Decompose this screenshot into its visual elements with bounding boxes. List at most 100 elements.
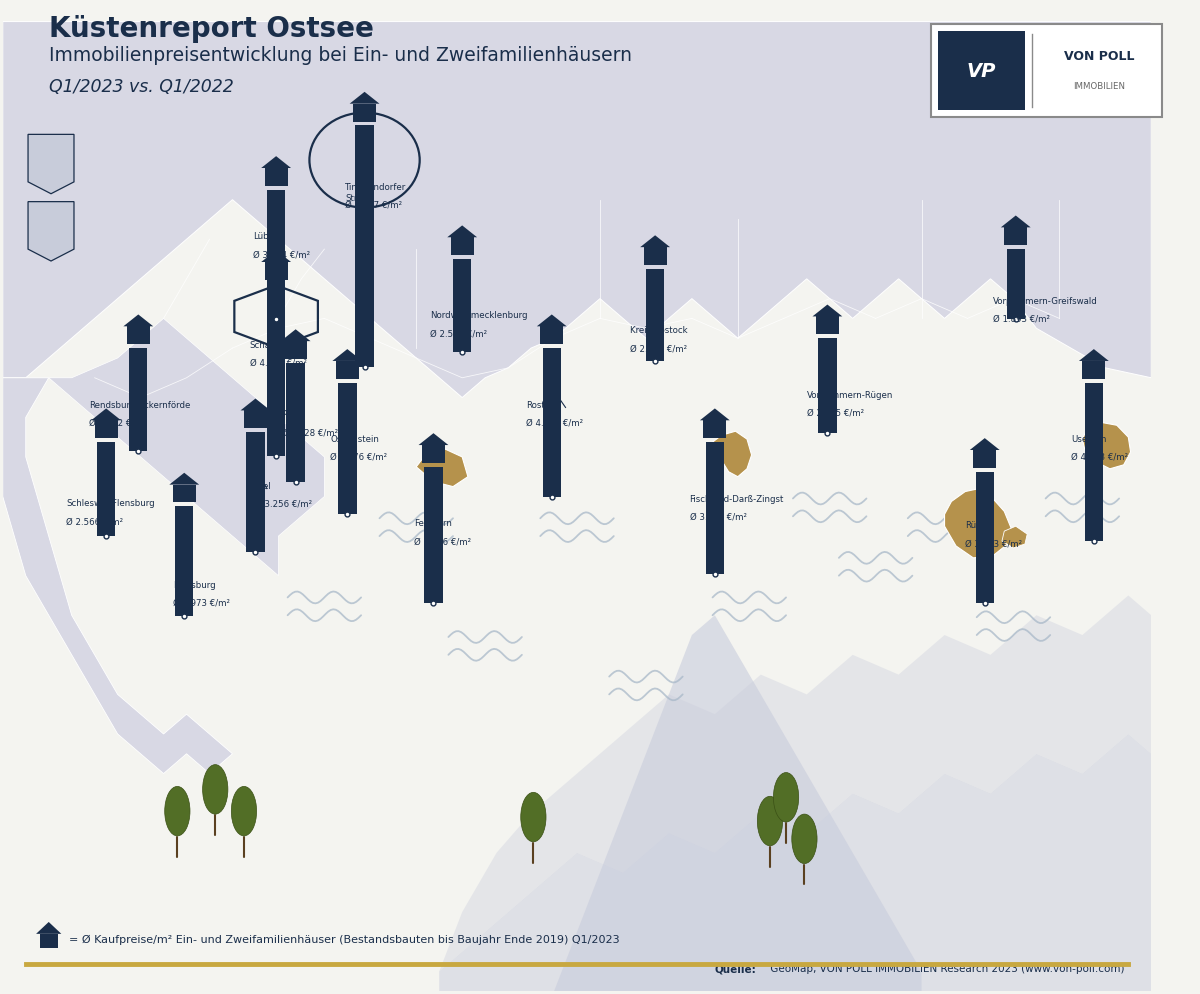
Bar [816,317,839,335]
Text: Nordwestmecklenburg: Nordwestmecklenburg [430,311,528,320]
Polygon shape [332,350,362,362]
Bar [976,472,994,603]
Bar [353,104,376,122]
Text: Quelle:: Quelle: [715,963,756,973]
Text: Timmendorfer
Strand: Timmendorfer Strand [346,183,407,203]
Bar [706,442,724,574]
Polygon shape [439,735,1151,991]
Text: Fehmarn: Fehmarn [414,519,452,528]
Text: Ø 4.053 €/m²: Ø 4.053 €/m² [527,417,583,426]
Text: Usedom: Usedom [1070,434,1106,443]
Bar [40,934,58,947]
Bar [973,450,996,468]
Polygon shape [2,379,233,773]
Bar [127,327,150,345]
Text: Rendsburg-Eckernförde: Rendsburg-Eckernförde [89,401,191,410]
Bar [95,420,118,438]
Ellipse shape [164,786,190,836]
Ellipse shape [774,772,799,822]
Bar [703,420,726,438]
Polygon shape [448,227,478,238]
Text: Ø 6.567 €/m²: Ø 6.567 €/m² [346,201,402,210]
Polygon shape [169,473,199,485]
Ellipse shape [792,814,817,864]
Polygon shape [536,315,566,327]
Text: Ø 2.585 €/m²: Ø 2.585 €/m² [806,409,864,417]
Polygon shape [281,330,311,342]
Bar [818,339,836,433]
Text: Fischland-Darß-Zingst: Fischland-Darß-Zingst [690,494,784,503]
Text: Ø 3.228 €/m²: Ø 3.228 €/m² [281,427,338,436]
Bar [266,284,286,456]
Polygon shape [970,438,1000,450]
Text: Küstenreport Ostsee: Küstenreport Ostsee [49,15,373,43]
Text: Plön: Plön [281,410,299,419]
Bar [542,349,560,498]
Text: Q1/2023 vs. Q1/2022: Q1/2023 vs. Q1/2022 [49,78,234,95]
Text: Ostholstein: Ostholstein [330,434,379,443]
Text: Lübeck: Lübeck [253,232,284,242]
Bar [422,445,445,463]
Bar [355,126,373,368]
Bar [175,507,193,616]
Bar [173,485,196,503]
Bar [452,259,472,352]
Text: Ø 1.893 €/m²: Ø 1.893 €/m² [992,314,1050,323]
Polygon shape [439,595,1151,971]
Text: Scharbeutz: Scharbeutz [250,341,299,350]
Polygon shape [640,236,670,248]
Polygon shape [2,23,1151,399]
Text: Rügen: Rügen [965,521,992,530]
Polygon shape [349,92,379,104]
Bar [284,342,307,360]
Polygon shape [1082,422,1130,469]
Text: Vorpommern-Greifswald: Vorpommern-Greifswald [992,296,1098,305]
Text: = Ø Kaufpreise/m² Ein- und Zweifamilienhäuser (Bestandsbauten bis Baujahr Ende 2: = Ø Kaufpreise/m² Ein- und Zweifamilienh… [70,933,620,944]
Text: Kreis Rostock: Kreis Rostock [630,326,688,335]
Bar [643,248,667,265]
Bar [336,362,359,380]
Polygon shape [36,922,61,934]
Bar [265,262,288,280]
Ellipse shape [203,764,228,814]
Bar [287,364,305,482]
Text: VON POLL: VON POLL [1064,50,1134,63]
Bar [1004,229,1027,246]
Polygon shape [28,135,74,195]
Ellipse shape [757,796,782,846]
Text: Ø 3.716 €/m²: Ø 3.716 €/m² [414,537,472,546]
Bar [425,467,443,603]
Polygon shape [91,409,121,420]
Bar [540,327,563,345]
Polygon shape [812,305,842,317]
Bar [266,191,286,319]
Polygon shape [49,319,324,577]
Text: VP: VP [967,62,996,82]
Bar [1085,384,1103,542]
Polygon shape [1001,217,1031,229]
Bar [451,238,474,255]
Text: Rostock: Rostock [527,401,560,410]
Text: Ø 4.689 €/m²: Ø 4.689 €/m² [250,359,307,368]
Polygon shape [262,157,292,169]
Bar [338,384,356,515]
Text: Ø 2.973 €/m²: Ø 2.973 €/m² [173,597,229,606]
Bar [244,411,266,428]
Bar [130,349,148,452]
Text: Vorpommern-Rügen: Vorpommern-Rügen [806,391,893,400]
Polygon shape [700,409,730,420]
Polygon shape [713,431,751,477]
Bar [646,269,665,362]
Bar [246,432,265,553]
Text: Ø 3.579 €/m²: Ø 3.579 €/m² [690,512,746,521]
Bar [938,32,1025,111]
Text: Ø 2.566 €/m²: Ø 2.566 €/m² [66,517,124,526]
Polygon shape [1002,527,1027,549]
Text: Ø 3.504 €/m²: Ø 3.504 €/m² [253,249,311,258]
Bar [97,442,115,537]
Bar [265,169,288,187]
Text: Kiel: Kiel [256,481,271,490]
Text: Ø 4.303 €/m²: Ø 4.303 €/m² [1070,452,1128,461]
Polygon shape [28,203,74,261]
Text: Ø 3.256 €/m²: Ø 3.256 €/m² [256,499,312,508]
